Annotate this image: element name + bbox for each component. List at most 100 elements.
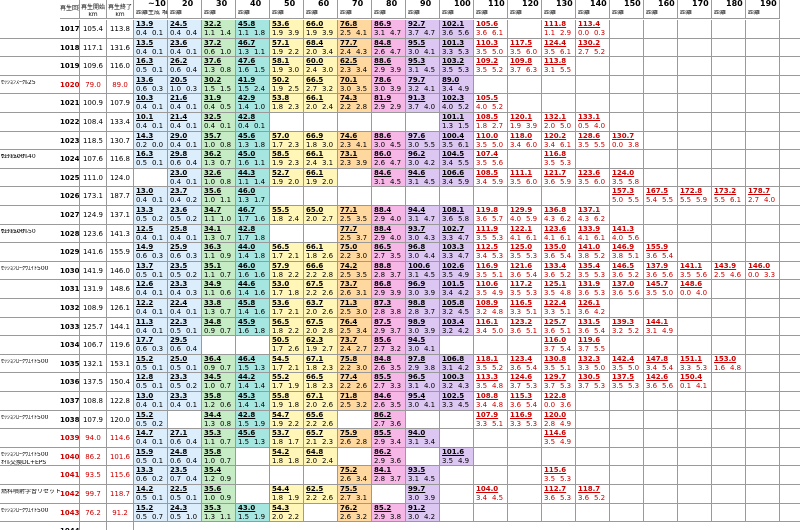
data-cell: [440, 429, 474, 448]
row-regen-start: 99.7: [80, 485, 107, 504]
data-cell: [576, 131, 610, 151]
data-cell: [508, 243, 542, 262]
cell-generation: 2.7: [306, 85, 318, 93]
subheader-dist: 距離: [338, 10, 372, 19]
cell-deposit: 5.5: [594, 141, 606, 149]
cell-generation: 3.6: [646, 383, 658, 391]
cell-distance: 141.1: [680, 262, 703, 270]
cell-generation: 3.0: [408, 234, 420, 242]
cell-deposit: 4.7: [390, 30, 402, 37]
row-note: ｵｲﾙ交換DL+EPS: [1, 459, 47, 466]
data-cell: [508, 94, 542, 113]
cell-generation: 0.4: [136, 30, 148, 37]
data-cell: [644, 243, 678, 262]
row-regen-count: 1039: [60, 429, 80, 448]
cell-deposit: 5.9: [492, 178, 504, 186]
row-regen-count: 1037: [60, 392, 80, 411]
cell-distance: 53.0: [272, 281, 290, 289]
cell-deposit: 1.4: [254, 402, 266, 409]
cell-generation: 2.9: [374, 234, 386, 242]
cell-generation: 3.1: [374, 30, 386, 37]
cell-generation: 1.4: [238, 309, 250, 316]
row-note: ｾｯｼｮﾝﾛｰｸｳｴｲﾄ500: [1, 358, 49, 365]
data-cell: [644, 131, 678, 151]
cell-generation: 3.5: [544, 48, 556, 56]
cell-deposit: 1.0: [220, 48, 232, 56]
cell-deposit: 2.5: [288, 85, 300, 93]
cell-generation: 5.0: [612, 197, 624, 205]
row-regen-start: 173.1: [80, 187, 107, 206]
data-cell: [168, 57, 202, 76]
data-cell: [372, 150, 406, 169]
cell-distance: 116.8: [544, 151, 567, 159]
row-regen-end: 150.4: [107, 373, 134, 392]
cell-distance: 128.6: [578, 132, 601, 140]
cell-deposit: 4.9: [560, 439, 572, 447]
data-cell: [440, 57, 474, 76]
cell-generation: 1.3: [204, 309, 216, 316]
cell-deposit: 0.4: [186, 67, 198, 75]
data-cell: [576, 75, 610, 95]
cell-deposit: 0.1: [186, 327, 198, 335]
cell-generation: 3.4: [442, 290, 454, 298]
data-cell: [576, 187, 610, 206]
cell-distance: 13.3: [136, 207, 154, 214]
cell-generation: 1.7: [272, 253, 284, 261]
data-cell: [644, 261, 678, 281]
cell-generation: 1.8: [272, 457, 284, 465]
cell-deposit: 0.2: [186, 383, 198, 391]
cell-distance: 16.3: [136, 58, 154, 66]
data-cell: [134, 131, 168, 151]
cell-generation: 0.6: [170, 253, 182, 261]
cell-distance: 111.1: [510, 169, 533, 177]
data-cell: [372, 299, 406, 318]
cell-distance: 93.5: [408, 467, 426, 475]
cell-deposit: 3.9: [390, 85, 402, 93]
data-cell: [542, 94, 576, 113]
cell-deposit: 4.5: [390, 178, 402, 186]
cell-distance: 13.6: [136, 76, 154, 84]
cell-generation: 3.5: [476, 48, 488, 56]
cell-generation: 3.7: [578, 383, 590, 391]
cell-deposit: 0.6: [220, 402, 232, 409]
data-cell: [678, 410, 712, 430]
cell-deposit: 0.7: [220, 364, 232, 372]
cell-generation: 2.0: [306, 216, 318, 223]
cell-generation: 0.5: [136, 457, 148, 465]
cell-distance: 88.4: [374, 225, 392, 233]
cell-deposit: 5.0: [492, 327, 504, 335]
row-regen-start: 108.4: [80, 113, 107, 132]
data-cell: [508, 75, 542, 95]
cell-generation: 4.0: [510, 216, 522, 223]
cell-distance: 88.6: [374, 58, 392, 66]
data-cell: [304, 168, 338, 188]
cell-distance: 65.0: [306, 207, 324, 214]
cell-deposit: 5.3: [458, 48, 470, 56]
cell-deposit: 2.0: [322, 178, 334, 186]
row-regen-start: 108.8: [80, 392, 107, 411]
cell-generation: 1.2: [204, 402, 216, 409]
cell-distance: 35.6: [204, 188, 222, 196]
header-start-unit: km: [80, 12, 107, 19]
cell-deposit: 3.0: [322, 67, 334, 75]
cell-deposit: 3.4: [356, 327, 368, 335]
cell-generation: 3.1: [408, 476, 420, 484]
data-cell: [712, 150, 746, 169]
cell-deposit: 6.1: [560, 234, 572, 242]
data-cell: [270, 113, 304, 132]
data-cell: [610, 466, 644, 485]
cell-distance: 54.4: [272, 486, 290, 493]
cell-distance: 96.5: [408, 374, 426, 382]
cell-deposit: 1.1: [254, 48, 266, 56]
cell-distance: 101.1: [442, 114, 465, 121]
cell-deposit: 3.6: [560, 402, 572, 409]
cell-distance: 12.2: [136, 300, 154, 307]
cell-generation: 1.0: [204, 141, 216, 149]
cell-distance: 66.5: [306, 76, 324, 84]
data-cell: [406, 75, 440, 95]
row-regen-start: 108.9: [80, 299, 107, 318]
cell-distance: 23.0: [170, 169, 188, 177]
row-regen-count: 1040: [60, 447, 80, 467]
cell-distance: 42.8: [238, 114, 256, 121]
cell-generation: 3.6: [578, 290, 590, 298]
